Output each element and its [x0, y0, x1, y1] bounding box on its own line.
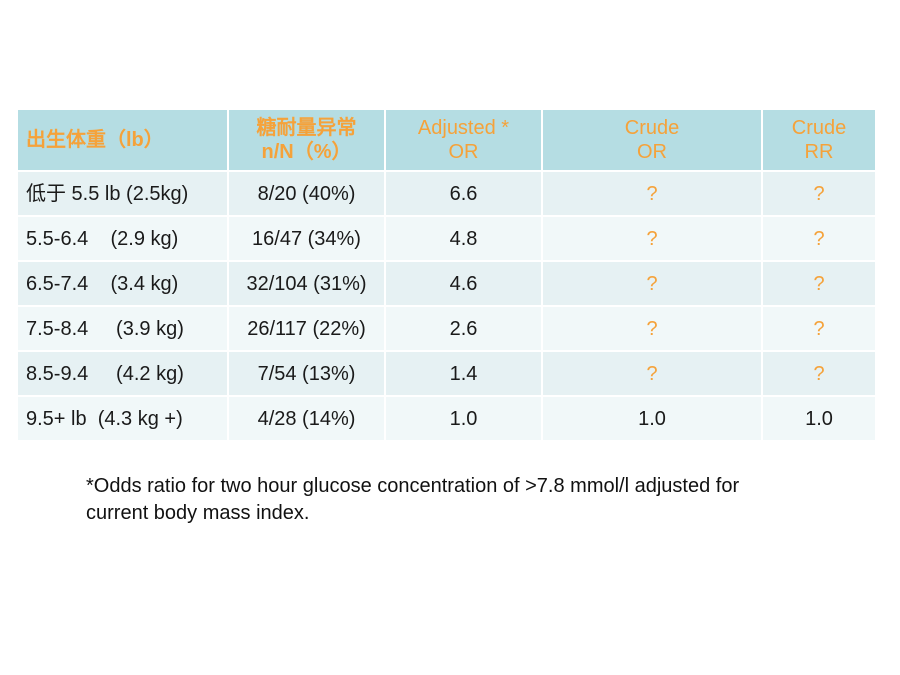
cell-adjusted-or: 1.0	[386, 397, 543, 442]
cell-birth-weight: 9.5+ lb (4.3 kg +)	[18, 397, 229, 442]
table-row: 7.5-8.4 (3.9 kg) 26/117 (22%) 2.6 ? ?	[18, 307, 875, 352]
cell-crude-or: ?	[543, 172, 763, 217]
table-row: 低于 5.5 lb (2.5kg) 8/20 (40%) 6.6 ? ?	[18, 172, 875, 217]
header-line: 出生体重（lb）	[26, 129, 164, 151]
cell-adjusted-or: 6.6	[386, 172, 543, 217]
header-line: 糖耐量异常	[256, 117, 357, 139]
header-adjusted-or: Adjusted * OR	[386, 110, 543, 172]
cell-adjusted-or: 1.4	[386, 352, 543, 397]
cell-crude-rr: 1.0	[763, 397, 875, 442]
header-crude-rr: Crude RR	[763, 110, 875, 172]
cell-crude-or: ?	[543, 262, 763, 307]
table-row: 5.5-6.4 (2.9 kg) 16/47 (34%) 4.8 ? ?	[18, 217, 875, 262]
footnote-line: *Odds ratio for two hour glucose concent…	[86, 475, 740, 497]
header-line: OR	[637, 141, 667, 163]
cell-adjusted-or: 4.6	[386, 262, 543, 307]
cell-crude-rr: ?	[763, 262, 875, 307]
cell-ratio: 16/47 (34%)	[229, 217, 386, 262]
cell-ratio: 7/54 (13%)	[229, 352, 386, 397]
cell-ratio: 8/20 (40%)	[229, 172, 386, 217]
cell-crude-rr: ?	[763, 352, 875, 397]
cell-crude-or: 1.0	[543, 397, 763, 442]
cell-crude-rr: ?	[763, 307, 875, 352]
cell-adjusted-or: 2.6	[386, 307, 543, 352]
header-line: OR	[448, 141, 479, 163]
birth-weight-table: 出生体重（lb） 糖耐量异常 n/N（%） Adjusted * OR Crud…	[18, 110, 875, 442]
cell-ratio: 26/117 (22%)	[229, 307, 386, 352]
cell-adjusted-or: 4.8	[386, 217, 543, 262]
header-line: n/N（%）	[261, 141, 352, 163]
cell-ratio: 32/104 (31%)	[229, 262, 386, 307]
table-row: 9.5+ lb (4.3 kg +) 4/28 (14%) 1.0 1.0 1.…	[18, 397, 875, 442]
table-header-row: 出生体重（lb） 糖耐量异常 n/N（%） Adjusted * OR Crud…	[18, 110, 875, 172]
header-impaired-glucose-tolerance: 糖耐量异常 n/N（%）	[229, 110, 386, 172]
cell-crude-rr: ?	[763, 172, 875, 217]
header-line: Crude	[791, 117, 847, 139]
cell-crude-or: ?	[543, 217, 763, 262]
header-line: Crude	[624, 117, 680, 139]
cell-birth-weight: 7.5-8.4 (3.9 kg)	[18, 307, 229, 352]
cell-ratio: 4/28 (14%)	[229, 397, 386, 442]
cell-birth-weight: 低于 5.5 lb (2.5kg)	[18, 172, 229, 217]
header-birth-weight: 出生体重（lb）	[18, 110, 229, 172]
cell-birth-weight: 8.5-9.4 (4.2 kg)	[18, 352, 229, 397]
cell-crude-or: ?	[543, 352, 763, 397]
table-row: 6.5-7.4 (3.4 kg) 32/104 (31%) 4.6 ? ?	[18, 262, 875, 307]
footnote: *Odds ratio for two hour glucose concent…	[86, 473, 846, 527]
header-line: RR	[804, 141, 834, 163]
header-line: Adjusted *	[417, 117, 510, 139]
table-row: 8.5-9.4 (4.2 kg) 7/54 (13%) 1.4 ? ?	[18, 352, 875, 397]
cell-birth-weight: 6.5-7.4 (3.4 kg)	[18, 262, 229, 307]
header-crude-or: Crude OR	[543, 110, 763, 172]
cell-crude-rr: ?	[763, 217, 875, 262]
cell-crude-or: ?	[543, 307, 763, 352]
footnote-line: current body mass index.	[86, 502, 310, 524]
cell-birth-weight: 5.5-6.4 (2.9 kg)	[18, 217, 229, 262]
